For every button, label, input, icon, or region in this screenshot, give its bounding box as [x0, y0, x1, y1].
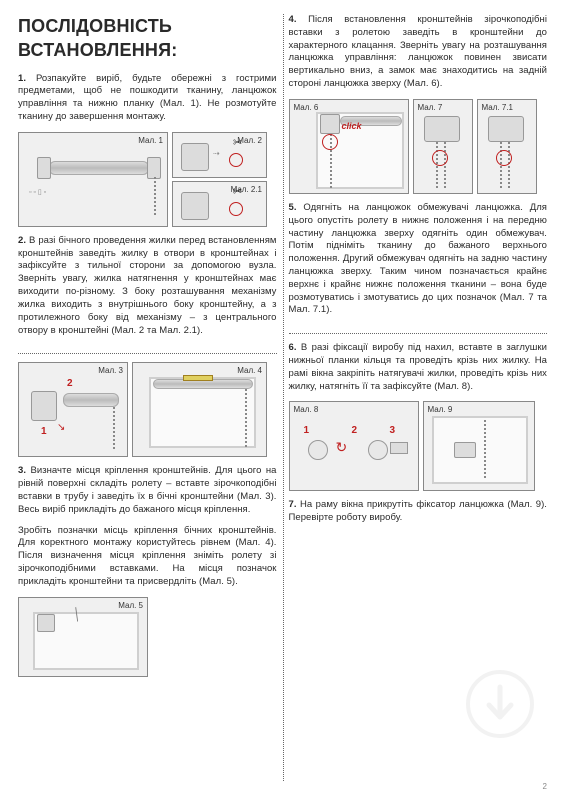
step-3a-body: Визначте місця кріплення кронштейнів. Дл… — [18, 465, 277, 514]
figure-2-1: Мал. 2.1 ✂ — [172, 181, 267, 227]
step-7-text: 7. На раму вікна прикрутіть фіксатор лан… — [289, 499, 548, 525]
figure-4: Мал. 4 — [132, 362, 267, 457]
step-6-text: 6. В разі фіксації виробу під нахил, вст… — [289, 342, 548, 393]
figure-5-label: Мал. 5 — [118, 601, 143, 612]
click-label: click — [342, 120, 362, 132]
step-7-body: На раму вікна прикрутіть фіксатор ланцюж… — [289, 499, 547, 523]
figure-2: Мал. 2 ⇢ ✂ — [172, 132, 267, 178]
figure-7-label: Мал. 7 — [418, 103, 443, 114]
step-2-text: 2. В разі бічного проведення жилки перед… — [18, 235, 277, 338]
figure-3-label: Мал. 3 — [98, 366, 123, 377]
fig-row-34: Мал. 3 1 2 ↘ Мал. 4 — [18, 362, 277, 457]
figure-8-label: Мал. 8 — [294, 405, 319, 416]
fig-row-89: Мал. 8 1 ↻ 2 3 Мал. 9 — [289, 401, 548, 491]
step-1-text: 1. Розпакуйте виріб, будьте обережні з г… — [18, 73, 277, 124]
figure-5: Мал. 5 ╱ — [18, 597, 148, 677]
step-6-body: В разі фіксації виробу під нахил, вставт… — [289, 342, 548, 391]
figure-8: Мал. 8 1 ↻ 2 3 — [289, 401, 419, 491]
step-5-body: Одягніть на ланцюжок обмежувачі ланцюжка… — [289, 202, 548, 316]
page-number: 2 — [543, 782, 547, 793]
step-4-body: Після встановлення кронштейнів зірочкопо… — [289, 14, 548, 89]
divider-r1 — [289, 333, 548, 334]
figure-6: Мал. 6 click — [289, 99, 409, 194]
step-1-body: Розпакуйте виріб, будьте обережні з гост… — [18, 73, 277, 122]
fig-row-67: Мал. 6 click Мал. 7 Мал. 7.1 — [289, 99, 548, 194]
step-4-text: 4. Після встановлення кронштейнів зірочк… — [289, 14, 548, 91]
watermark-icon — [465, 669, 535, 739]
figure-1-label: Мал. 1 — [138, 136, 163, 147]
divider-l1 — [18, 353, 277, 354]
figure-4-label: Мал. 4 — [237, 366, 262, 377]
step-5-text: 5. Одягніть на ланцюжок обмежувачі ланцю… — [289, 202, 548, 317]
column-divider — [283, 14, 284, 781]
figure-7-1: Мал. 7.1 — [477, 99, 537, 194]
figure-9-label: Мал. 9 — [428, 405, 453, 416]
step-2-body: В разі бічного проведення жилки перед вс… — [18, 235, 277, 336]
step-3a-text: 3. Визначте місця кріплення кронштейнів.… — [18, 465, 277, 516]
figure-7-1-label: Мал. 7.1 — [482, 103, 513, 114]
fig-row-1: Мал. 1 ▫ ▫ ▯ ▫ Мал. 2 ⇢ ✂ Мал. 2.1 — [18, 132, 277, 227]
page-title: ПОСЛІДОВНІСТЬ ВСТАНОВЛЕННЯ: — [18, 14, 277, 63]
page: ПОСЛІДОВНІСТЬ ВСТАНОВЛЕННЯ: 1. Розпакуйт… — [0, 0, 565, 799]
fig-row-5: Мал. 5 ╱ — [18, 597, 277, 677]
figure-3: Мал. 3 1 2 ↘ — [18, 362, 128, 457]
left-column: ПОСЛІДОВНІСТЬ ВСТАНОВЛЕННЯ: 1. Розпакуйт… — [18, 14, 277, 789]
figure-9: Мал. 9 — [423, 401, 535, 491]
figure-7: Мал. 7 — [413, 99, 473, 194]
figure-1: Мал. 1 ▫ ▫ ▯ ▫ — [18, 132, 168, 227]
step-3b-text: Зробіть позначки місць кріплення бічних … — [18, 525, 277, 589]
